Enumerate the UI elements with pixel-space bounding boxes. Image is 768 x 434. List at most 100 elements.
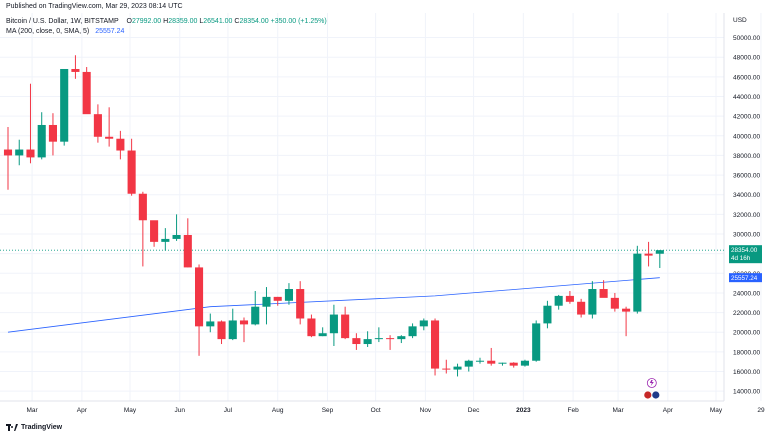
candle-body[interactable] [82,71,91,115]
candle-body[interactable] [386,338,395,340]
candlestick-chart[interactable]: 14000.00 16000.00 18000.00 20000.00 22000.00… [0,13,768,421]
candle-body[interactable] [15,149,24,156]
bar-countdown: 4d 16h [731,255,751,262]
us-flag-event-icon[interactable] [651,390,661,400]
candle-body[interactable] [105,136,114,139]
candle-body[interactable] [655,250,664,254]
y-tick-label: 44000.00 [733,94,760,101]
candle-body[interactable] [588,289,597,315]
y-tick-label: 36000.00 [733,173,760,180]
y-tick-label: 48000.00 [733,55,760,62]
chart-legend: Bitcoin / U.S. Dollar, 1W, BITSTAMP O279… [6,17,327,37]
candle-body[interactable] [431,320,440,369]
candle-body[interactable] [329,314,338,334]
candle-body[interactable] [577,301,586,315]
x-tick-label: Apr [663,407,674,414]
candle-body[interactable] [93,114,102,137]
candle-body[interactable] [318,333,327,337]
candle-body[interactable] [37,124,46,158]
x-tick-label: 2023 [516,407,531,414]
candle-body[interactable] [3,149,13,156]
ma-line [7,277,660,333]
candle-body[interactable] [138,193,147,221]
candle-body[interactable] [599,289,608,298]
candle-body[interactable] [419,320,428,327]
y-tick-label: 14000.00 [733,389,760,396]
x-tick-label: Jun [175,407,186,414]
candle-body[interactable] [453,366,462,370]
candle-body[interactable] [239,320,249,325]
candle-body[interactable] [442,368,451,370]
candle-body[interactable] [509,362,518,366]
candle-body[interactable] [183,234,192,268]
last-price-tag [729,245,762,264]
last-price-value: 28354.00 [731,247,758,254]
candle-body[interactable] [622,308,631,312]
candle-body[interactable] [206,321,215,327]
x-tick-label: Sep [322,407,334,414]
candle-body[interactable] [543,305,552,324]
candle-body[interactable] [284,289,293,301]
candle-body[interactable] [554,295,563,306]
candle-body[interactable] [487,360,496,364]
candle-body[interactable] [161,238,170,242]
candle-body[interactable] [127,150,136,194]
candle-body[interactable] [341,314,350,339]
candle-body[interactable] [464,360,473,367]
candle-body[interactable] [262,296,271,307]
candle-body[interactable] [374,338,383,340]
x-tick-label: Oct [371,407,381,414]
candle-body[interactable] [307,318,316,337]
y-tick-label: 20000.00 [733,330,760,337]
ma-row: MA (200, close, 0, SMA, 5) 25557.24 [6,27,327,37]
candle-body[interactable] [195,267,204,327]
ma-label: MA (200, close, 0, SMA, 5) [6,28,90,35]
candle-body[interactable] [644,253,653,256]
ohlc-open-label: O [126,18,132,25]
candle-body[interactable] [397,336,406,340]
candle-body[interactable] [520,360,529,366]
candle-body[interactable] [532,323,541,361]
y-tick-label: 34000.00 [733,192,760,199]
chart-area[interactable]: 14000.00 16000.00 18000.00 20000.00 22000.00… [0,13,768,421]
y-tick-label: 16000.00 [733,369,760,376]
candle-body[interactable] [633,253,642,312]
candle-body[interactable] [228,320,237,340]
y-tick-label: 30000.00 [733,232,760,239]
y-tick-label: 50000.00 [733,35,760,42]
lightning-icon [649,380,654,386]
candle-body[interactable] [26,149,35,158]
candle-body[interactable] [408,326,417,337]
candle-body[interactable] [565,295,574,302]
ohlc-high-label: H [163,18,169,25]
candle-body[interactable] [71,68,80,72]
y-tick-label: 42000.00 [733,114,760,121]
x-tick-label: Feb [568,407,580,414]
candle-body[interactable] [498,362,507,364]
y-tick-label: 22000.00 [733,310,760,317]
ohlc-low-label: L [199,18,204,25]
tradingview-brand: TradingView [21,424,63,431]
symbol-row: Bitcoin / U.S. Dollar, 1W, BITSTAMP O279… [6,17,327,27]
y-tick-label: 18000.00 [733,349,760,356]
ohlc-high: 28359.00 [168,18,198,25]
candle-body[interactable] [60,68,69,142]
us-flag-event-icon[interactable] [643,390,653,400]
x-tick-label: Dec [468,407,480,414]
tradingview-logo-icon [6,424,18,431]
candle-body[interactable] [352,338,361,345]
x-tick-label: Apr [77,407,88,414]
y-tick-label: 38000.00 [733,153,760,160]
candle-body[interactable] [273,296,282,301]
symbol-name: Bitcoin / U.S. Dollar, 1W, BITSTAMP [6,18,119,25]
candle-body[interactable] [610,297,619,309]
candle-body[interactable] [296,289,305,319]
candle-body[interactable] [363,339,372,345]
candle-body[interactable] [116,138,125,151]
candle-body[interactable] [475,360,485,362]
candle-body[interactable] [172,234,181,239]
candle-body[interactable] [150,220,159,242]
candle-body[interactable] [251,306,260,325]
candle-body[interactable] [48,124,57,142]
candle-body[interactable] [217,321,226,340]
